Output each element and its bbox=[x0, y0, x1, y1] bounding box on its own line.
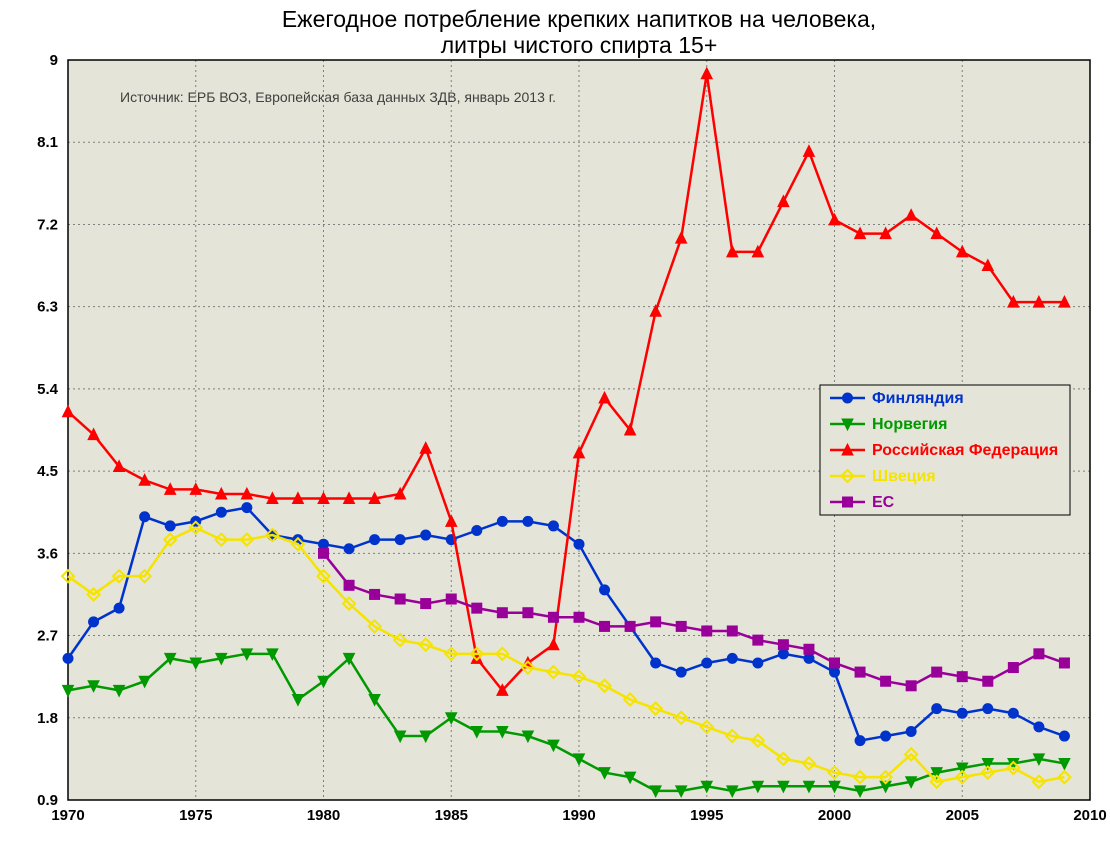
chart-container: Ежегодное потребление крепких напитков н… bbox=[0, 0, 1110, 842]
y-tick-label: 4.5 bbox=[37, 463, 58, 480]
legend: Финляндия Норвегия Российская Федерация Шве… bbox=[820, 385, 1070, 515]
x-tick-label: 2000 bbox=[818, 807, 851, 824]
y-tick-label: 2.7 bbox=[37, 628, 58, 645]
chart-title-line1: Ежегодное потребление крепких напитков н… bbox=[282, 6, 876, 32]
chart-svg: Ежегодное потребление крепких напитков н… bbox=[0, 0, 1110, 842]
legend-label-norway: Норвегия bbox=[872, 416, 947, 433]
y-tick-label: 6.3 bbox=[37, 299, 58, 316]
y-tick-label: 3.6 bbox=[37, 545, 58, 562]
y-tick-label: 1.8 bbox=[37, 710, 58, 727]
y-tick-label: 9 bbox=[50, 52, 58, 69]
legend-label-sweden: Швеция bbox=[872, 468, 936, 485]
legend-label-finland: Финляндия bbox=[872, 390, 964, 407]
x-tick-label: 1990 bbox=[562, 807, 595, 824]
x-tick-label: 2005 bbox=[946, 807, 979, 824]
x-tick-label: 1995 bbox=[690, 807, 723, 824]
x-tick-label: 1980 bbox=[307, 807, 340, 824]
x-tick-label: 1985 bbox=[435, 807, 468, 824]
y-tick-label: 0.9 bbox=[37, 792, 58, 809]
chart-title-line2: литры чистого спирта 15+ bbox=[441, 32, 718, 58]
legend-label-eu: ЕС bbox=[872, 494, 895, 511]
x-tick-label: 2010 bbox=[1073, 807, 1106, 824]
y-tick-label: 7.2 bbox=[37, 216, 58, 233]
legend-label-russia: Российская Федерация bbox=[872, 442, 1058, 459]
x-tick-label: 1970 bbox=[51, 807, 84, 824]
source-note: Источник: ЕРБ ВОЗ, Европейская база данн… bbox=[120, 89, 556, 105]
x-tick-label: 1975 bbox=[179, 807, 212, 824]
y-tick-label: 8.1 bbox=[37, 134, 58, 151]
y-tick-label: 5.4 bbox=[37, 381, 59, 398]
